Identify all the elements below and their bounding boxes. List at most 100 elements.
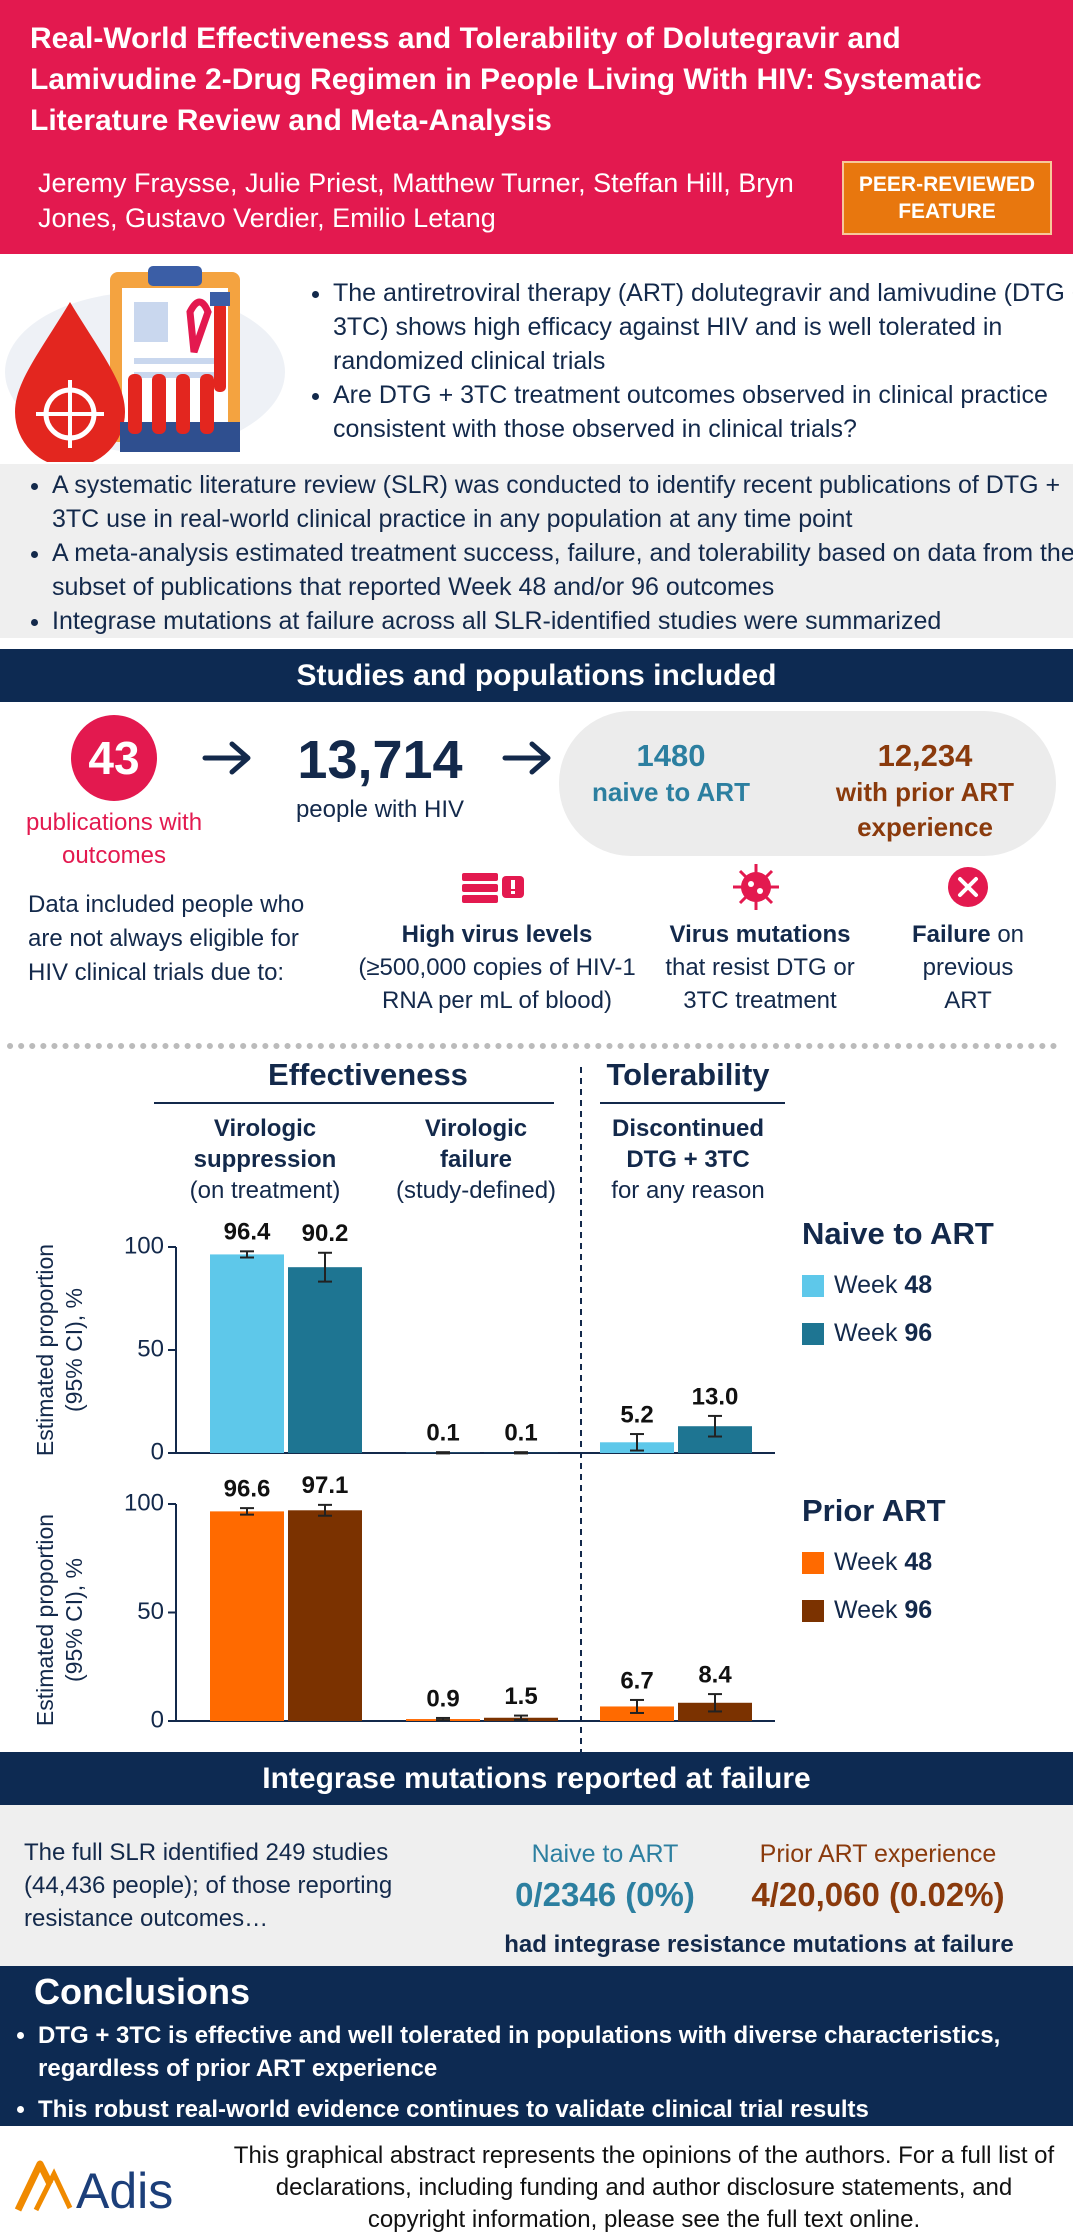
- value-label: 6.7: [620, 1667, 653, 1694]
- eligibility-note: Data included people who are not always …: [28, 891, 305, 986]
- bullet: DTG + 3TC is effective and well tolerate…: [38, 2019, 1073, 2085]
- conclusions-panel: [0, 1966, 1073, 2126]
- reason-detail: that resist DTG or 3TC treatment: [665, 954, 855, 1014]
- naive-label: naive to ART: [592, 777, 750, 807]
- methods-list: A systematic literature review (SLR) was…: [8, 468, 1073, 638]
- bullet: Are DTG + 3TC treatment outcomes observe…: [333, 378, 1073, 446]
- group-heading: Tolerability: [606, 1057, 770, 1092]
- category-label: Virologic suppression (on treatment): [165, 1113, 365, 1206]
- prior-label: Prior ART experience: [759, 1840, 997, 1868]
- prior-count: 12,234: [877, 738, 973, 773]
- bullet: A meta-analysis estimated treatment succ…: [52, 536, 1073, 604]
- value-label: 96.6: [224, 1475, 271, 1502]
- value-label: 1.5: [504, 1683, 537, 1710]
- conclusions-list: DTG + 3TC is effective and well tolerate…: [10, 2019, 1073, 2126]
- prior-label: with prior ART experience: [835, 777, 1015, 842]
- error-bar: [318, 1251, 332, 1283]
- legend-swatch: [802, 1552, 824, 1574]
- legend-label: Week 96: [834, 1596, 932, 1624]
- y-tick-label: 0: [151, 1706, 164, 1733]
- value-label: 0.1: [504, 1420, 537, 1447]
- value-label: 96.4: [224, 1219, 271, 1246]
- error-bar: [630, 1433, 644, 1452]
- logo: Adis: [14, 2160, 173, 2219]
- intro-illustration: [5, 266, 285, 462]
- error-bar: [240, 1250, 254, 1259]
- intro-list: The antiretroviral therapy (ART) doluteg…: [300, 276, 1073, 446]
- reason-title: Failure: [911, 921, 991, 948]
- mutations-result: had integrase resistance mutations at fa…: [504, 1931, 1014, 1958]
- methods-panel: [0, 464, 1073, 638]
- group-heading: Effectiveness: [268, 1057, 468, 1092]
- error-bar: [436, 1716, 450, 1722]
- reason-detail: (≥500,000 copies of HIV-1 RNA per mL of …: [358, 954, 636, 1014]
- y-axis-label: Estimated proportion (95% CI), %: [32, 1513, 87, 1727]
- error-bar: [630, 1698, 644, 1714]
- mutations-panel: [0, 1805, 1073, 1966]
- legend-swatch: [802, 1323, 824, 1345]
- bullet: This robust real-world evidence continue…: [38, 2093, 1073, 2126]
- y-tick-label: 0: [151, 1438, 164, 1465]
- prior-value: 4/20,060 (0.02%): [751, 1876, 1005, 1913]
- naive-value: 0/2346 (0%): [515, 1876, 695, 1913]
- y-tick-label: 50: [137, 1598, 164, 1625]
- legend-swatch: [802, 1600, 824, 1622]
- category-detail: for any reason: [611, 1177, 765, 1204]
- value-label: 90.2: [302, 1220, 349, 1247]
- value-label: 0.1: [426, 1420, 459, 1447]
- mutations-text: The full SLR identified 249 studies (44,…: [24, 1839, 393, 1932]
- bullet: A systematic literature review (SLR) was…: [52, 468, 1073, 536]
- value-label: 13.0: [692, 1383, 739, 1410]
- category-label: Discontinued DTG + 3TC for any reason: [593, 1113, 783, 1206]
- section-heading: Integrase mutations reported at failure: [0, 1752, 1073, 1805]
- publications-count: 43: [88, 732, 140, 784]
- badge: PEER-REVIEWED FEATURE: [842, 161, 1052, 235]
- category-name: Virologic failure: [424, 1115, 528, 1173]
- bar: [288, 1510, 362, 1721]
- bar: [288, 1267, 362, 1453]
- people-count: 13,714: [297, 730, 463, 790]
- category-name: Virologic suppression: [193, 1115, 337, 1173]
- reason: Failure on previous ART: [898, 918, 1038, 1017]
- outcomes-chart: Effectiveness Tolerability 0 50 100 96.4 0.1…: [7, 1043, 1066, 1752]
- legend-swatch: [802, 1275, 824, 1297]
- reason-title: High virus levels: [401, 921, 593, 948]
- error-bar: [436, 1451, 450, 1455]
- value-label: 0.9: [426, 1685, 459, 1712]
- legend-label: Week 48: [834, 1548, 932, 1576]
- reason: Virus mutations that resist DTG or 3TC t…: [648, 918, 872, 1017]
- error-bar: [514, 1714, 528, 1721]
- y-tick-label: 50: [137, 1335, 164, 1362]
- publications-label: publications with outcomes: [25, 809, 203, 869]
- conclusions-title: Conclusions: [34, 1971, 251, 2012]
- legend-label: Week 48: [834, 1271, 932, 1299]
- error-bar: [240, 1507, 254, 1516]
- bullet: The antiretroviral therapy (ART) doluteg…: [333, 276, 1073, 378]
- reason-detail: on previous ART: [922, 921, 1025, 1014]
- disclaimer: This graphical abstract represents the o…: [233, 2142, 1055, 2233]
- naive-label: Naive to ART: [531, 1840, 679, 1868]
- y-tick-label: 100: [124, 1489, 164, 1516]
- legend-title: Prior ART: [802, 1493, 946, 1528]
- value-label: 97.1: [302, 1472, 349, 1499]
- category-name: Discontinued DTG + 3TC: [611, 1115, 764, 1173]
- error-bar: [514, 1451, 528, 1455]
- reason-title: Virus mutations: [669, 921, 851, 948]
- bar: [210, 1511, 284, 1721]
- studies-graphics: [71, 711, 1056, 910]
- legend-title: Naive to ART: [802, 1216, 994, 1251]
- category-detail: (study-defined): [395, 1177, 557, 1204]
- legend-label: Week 96: [834, 1319, 932, 1347]
- y-tick-label: 100: [124, 1232, 164, 1259]
- people-label: people with HIV: [295, 796, 465, 823]
- title: Real-World Effectiveness and Tolerabilit…: [30, 22, 982, 137]
- reason: High virus levels (≥500,000 copies of HI…: [337, 918, 657, 1017]
- section-heading: Studies and populations included: [0, 649, 1073, 702]
- y-axis-label: Estimated proportion (95% CI), %: [32, 1243, 87, 1457]
- category-detail: (on treatment): [189, 1177, 341, 1204]
- naive-count: 1480: [636, 738, 706, 773]
- value-label: 5.2: [620, 1401, 653, 1428]
- logo-text: Adis: [76, 2163, 173, 2219]
